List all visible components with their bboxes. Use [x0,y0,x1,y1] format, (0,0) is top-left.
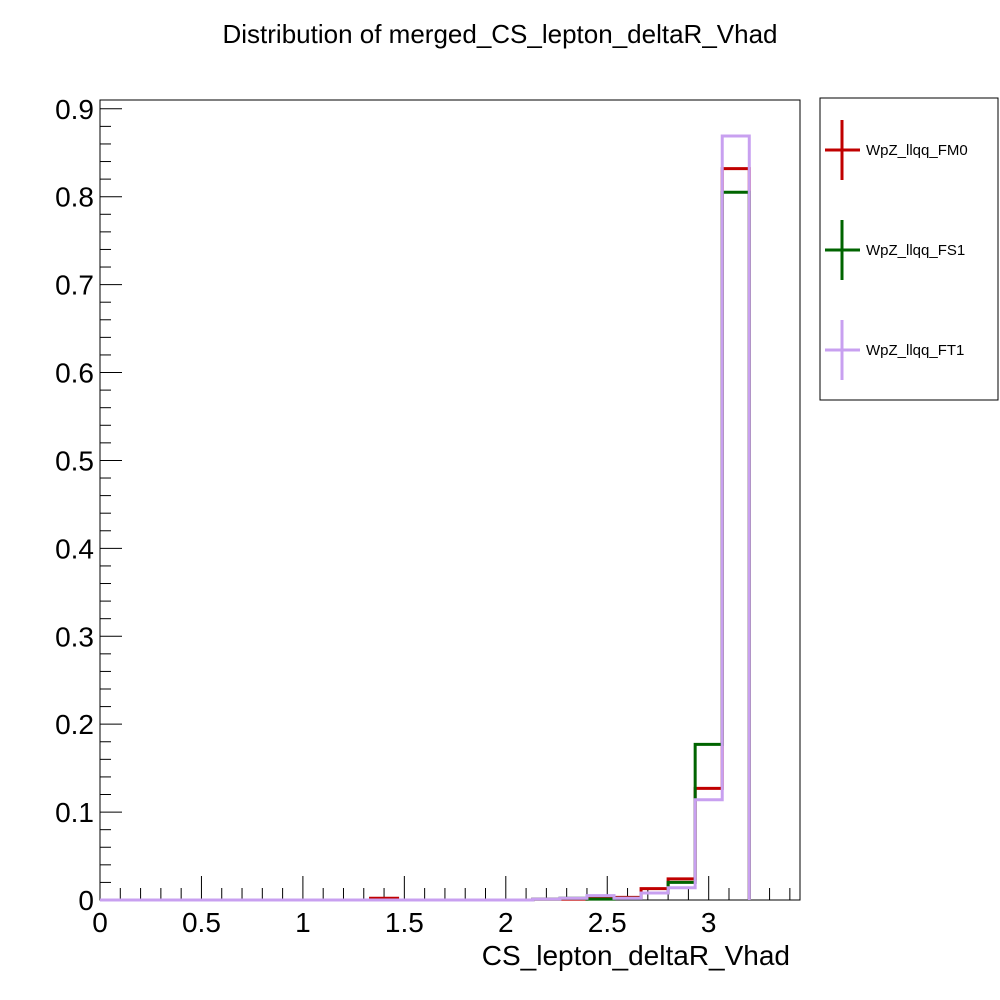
series-step-line [100,190,751,902]
x-tick-label: 2 [498,907,514,938]
y-tick-label: 0.6 [55,358,94,389]
y-tick-label: 0.5 [55,445,94,476]
x-tick-label: 1 [295,907,311,938]
x-tick-label: 0.5 [182,907,221,938]
legend-label: WpZ_llqq_FM0 [866,142,968,159]
x-axis-title: CS_lepton_deltaR_Vhad [482,940,790,971]
x-axis-ticks: 0 0.5 1 1.5 2 2.5 3 [92,876,791,938]
y-axis-ticks: 0 0.1 0.2 0.3 0.4 0.5 0.6 0.7 0.8 0.9 [55,94,122,916]
series-step-line [100,167,751,902]
y-tick-label: 0.1 [55,797,94,828]
chart-title: Distribution of merged_CS_lepton_deltaR_… [222,19,777,49]
y-tick-label: 0 [78,885,94,916]
series-WpZ_llqq_FS1 [100,190,751,902]
y-tick-label: 0.8 [55,182,94,213]
y-tick-label: 0.4 [55,533,94,564]
y-tick-label: 0.2 [55,709,94,740]
y-tick-label: 0.7 [55,270,94,301]
legend-label: WpZ_llqq_FT1 [866,342,964,359]
x-tick-label: 3 [701,907,717,938]
x-tick-label: 0 [92,907,108,938]
series-WpZ_llqq_FT1 [100,134,751,902]
y-tick-label: 0.3 [55,621,94,652]
y-tick-label: 0.9 [55,94,94,125]
series-layer [100,134,751,902]
x-tick-label: 1.5 [385,907,424,938]
series-WpZ_llqq_FM0 [100,167,751,902]
series-step-line [100,134,751,902]
x-tick-label: 2.5 [588,907,627,938]
legend-label: WpZ_llqq_FS1 [866,242,965,259]
legend: WpZ_llqq_FM0 WpZ_llqq_FS1 WpZ_llqq_FT1 [819,97,999,401]
